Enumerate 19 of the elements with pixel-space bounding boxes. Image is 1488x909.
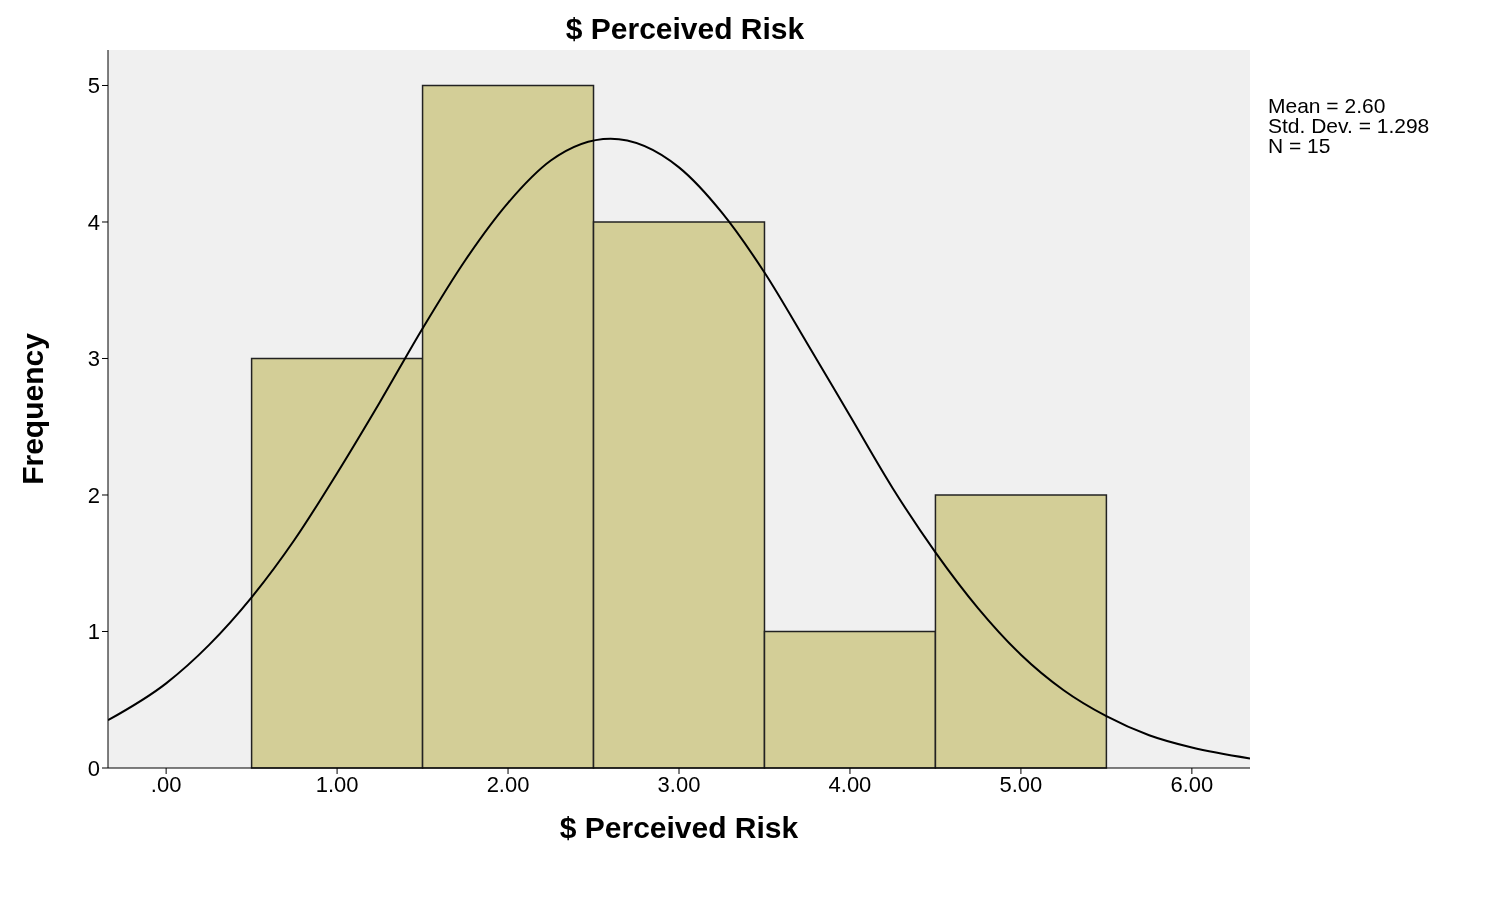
y-tick-label: 4 <box>87 209 100 235</box>
y-axis-title: Frequency <box>15 332 49 485</box>
chart-title: $ Perceived Risk <box>564 12 806 46</box>
y-tick-label: 3 <box>87 346 100 372</box>
y-tick-label: 0 <box>87 755 100 781</box>
x-tick-label: 3.00 <box>657 771 701 797</box>
text: N = 15 <box>1268 134 1332 157</box>
x-tick-label: .00 <box>150 771 182 797</box>
text: Mean = 2.60 <box>1268 94 1387 117</box>
x-tick-label: 4.00 <box>828 771 872 797</box>
y-tick-label: 1 <box>87 619 100 645</box>
y-tick-label: 2 <box>87 482 100 508</box>
x-tick-label: 5.00 <box>999 771 1043 797</box>
x-tick-label: 6.00 <box>1170 771 1214 797</box>
x-tick-label: 1.00 <box>315 771 359 797</box>
x-axis-title: $ Perceived Risk <box>559 811 799 844</box>
x-tick-label: 2.00 <box>486 771 530 797</box>
y-tick-label: 5 <box>87 73 100 99</box>
text: Std. Dev. = 1.298 <box>1268 114 1430 137</box>
